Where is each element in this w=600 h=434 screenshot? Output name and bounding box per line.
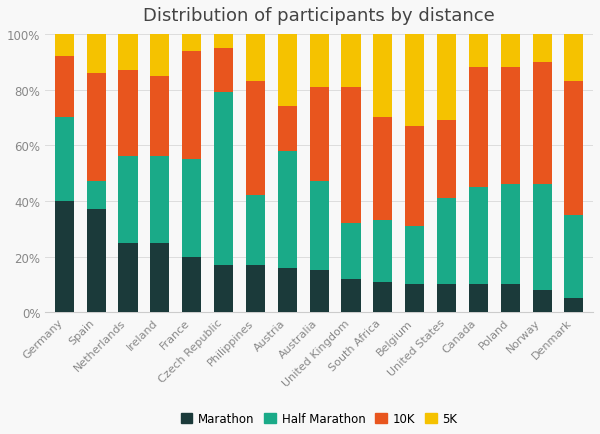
Bar bbox=[278, 151, 297, 268]
Title: Distribution of participants by distance: Distribution of participants by distance bbox=[143, 7, 495, 25]
Bar bbox=[437, 285, 456, 312]
Bar bbox=[55, 35, 74, 57]
Bar bbox=[182, 35, 201, 51]
Bar bbox=[246, 35, 265, 82]
Bar bbox=[86, 35, 106, 74]
Bar bbox=[500, 285, 520, 312]
Bar bbox=[278, 268, 297, 312]
Bar bbox=[310, 88, 329, 182]
Bar bbox=[150, 243, 169, 312]
Bar bbox=[469, 68, 488, 187]
Bar bbox=[500, 185, 520, 285]
Bar bbox=[341, 35, 361, 88]
Bar bbox=[310, 182, 329, 271]
Bar bbox=[278, 35, 297, 107]
Bar bbox=[405, 285, 424, 312]
Bar bbox=[150, 35, 169, 76]
Bar bbox=[500, 68, 520, 185]
Bar bbox=[118, 243, 137, 312]
Legend: Marathon, Half Marathon, 10K, 5K: Marathon, Half Marathon, 10K, 5K bbox=[176, 407, 462, 430]
Bar bbox=[278, 107, 297, 151]
Bar bbox=[182, 160, 201, 257]
Bar bbox=[373, 282, 392, 312]
Bar bbox=[86, 74, 106, 182]
Bar bbox=[469, 285, 488, 312]
Bar bbox=[214, 35, 233, 49]
Bar bbox=[405, 227, 424, 285]
Bar bbox=[246, 196, 265, 265]
Bar bbox=[405, 35, 424, 126]
Bar bbox=[118, 71, 137, 157]
Bar bbox=[86, 182, 106, 210]
Bar bbox=[437, 121, 456, 199]
Bar bbox=[565, 82, 583, 215]
Bar bbox=[533, 185, 551, 290]
Bar bbox=[565, 299, 583, 312]
Bar bbox=[533, 62, 551, 185]
Bar bbox=[565, 215, 583, 299]
Bar bbox=[310, 35, 329, 88]
Bar bbox=[341, 279, 361, 312]
Bar bbox=[182, 257, 201, 312]
Bar bbox=[533, 35, 551, 62]
Bar bbox=[118, 35, 137, 71]
Bar bbox=[565, 35, 583, 82]
Bar bbox=[246, 265, 265, 312]
Bar bbox=[86, 210, 106, 312]
Bar bbox=[469, 35, 488, 68]
Bar bbox=[246, 82, 265, 196]
Bar bbox=[214, 49, 233, 93]
Bar bbox=[214, 93, 233, 265]
Bar bbox=[437, 35, 456, 121]
Bar bbox=[373, 35, 392, 118]
Bar bbox=[405, 126, 424, 227]
Bar bbox=[55, 118, 74, 201]
Bar bbox=[150, 157, 169, 243]
Bar bbox=[55, 201, 74, 312]
Bar bbox=[373, 221, 392, 282]
Bar bbox=[118, 157, 137, 243]
Bar bbox=[533, 290, 551, 312]
Bar bbox=[55, 57, 74, 118]
Bar bbox=[310, 271, 329, 312]
Bar bbox=[437, 199, 456, 285]
Bar bbox=[341, 88, 361, 224]
Bar bbox=[373, 118, 392, 221]
Bar bbox=[150, 76, 169, 157]
Bar bbox=[500, 35, 520, 68]
Bar bbox=[469, 187, 488, 285]
Bar bbox=[341, 224, 361, 279]
Bar bbox=[182, 51, 201, 160]
Bar bbox=[214, 265, 233, 312]
